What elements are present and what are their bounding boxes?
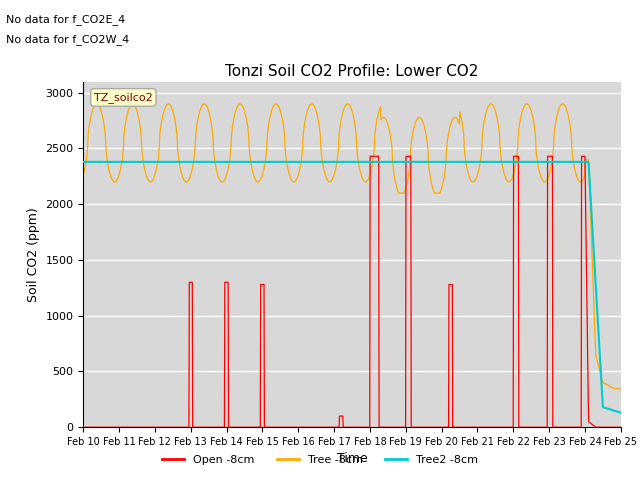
Legend: Open -8cm, Tree -8cm, Tree2 -8cm: Open -8cm, Tree -8cm, Tree2 -8cm — [157, 451, 483, 469]
Title: Tonzi Soil CO2 Profile: Lower CO2: Tonzi Soil CO2 Profile: Lower CO2 — [225, 64, 479, 79]
X-axis label: Time: Time — [337, 453, 367, 466]
Text: TZ_soilco2: TZ_soilco2 — [94, 92, 153, 103]
Text: No data for f_CO2E_4: No data for f_CO2E_4 — [6, 14, 125, 25]
Y-axis label: Soil CO2 (ppm): Soil CO2 (ppm) — [27, 207, 40, 302]
Text: No data for f_CO2W_4: No data for f_CO2W_4 — [6, 34, 130, 45]
